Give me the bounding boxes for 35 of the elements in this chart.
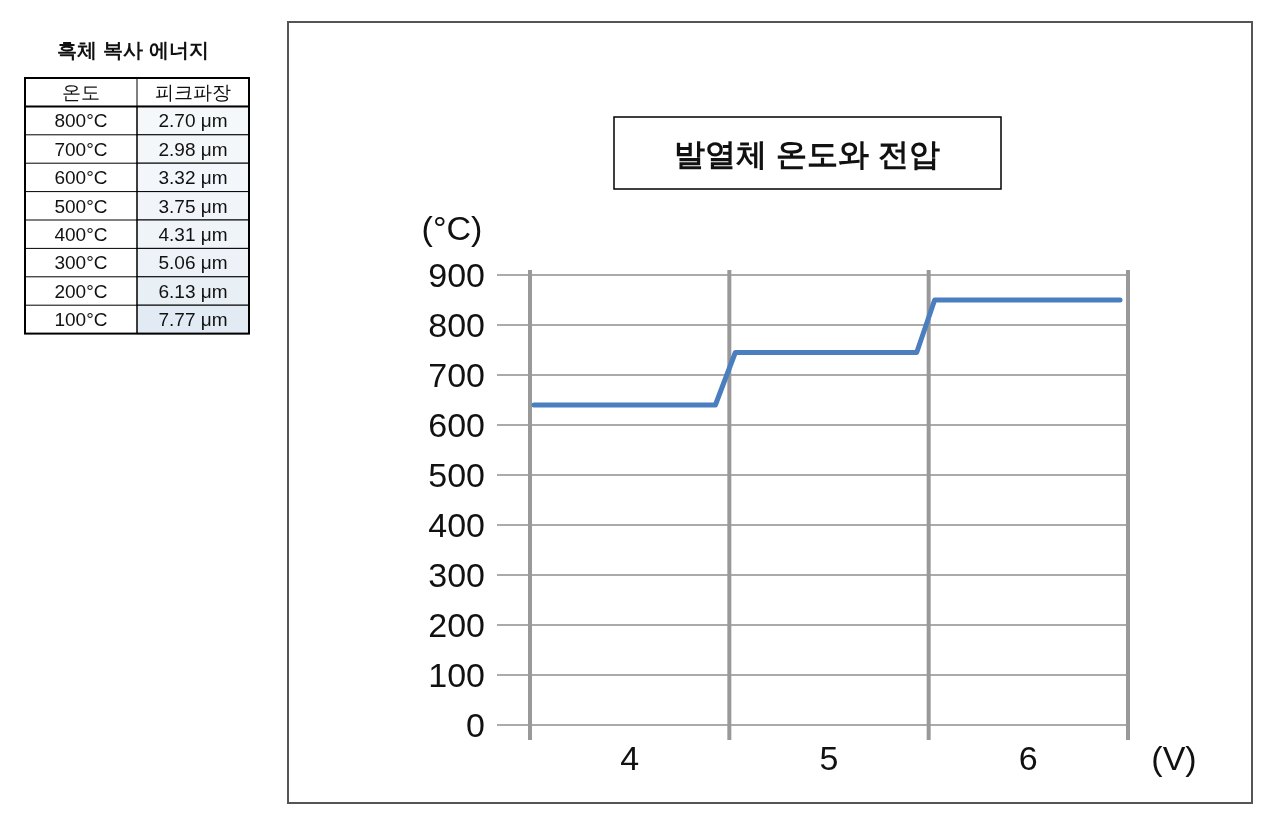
y-tick-label: 900 bbox=[428, 256, 485, 294]
data-label: 4.31 μm bbox=[158, 224, 228, 245]
chart-title: 발열체 온도와 전압 bbox=[674, 137, 940, 172]
x-tick-label: 4 bbox=[620, 739, 640, 777]
y-tick-label: 300°C bbox=[54, 252, 108, 274]
y-tick-label: 400°C bbox=[54, 224, 108, 245]
chart-title: 흑체 복사 에너지 bbox=[57, 39, 209, 61]
y-tick-label: 700 bbox=[428, 356, 485, 394]
y-tick-label: 600 bbox=[428, 406, 485, 444]
x-tick-label: 5 bbox=[819, 739, 839, 777]
y-tick-label: 800 bbox=[428, 306, 485, 344]
y-tick-label: 300 bbox=[428, 556, 485, 594]
y-tick-label: 100 bbox=[428, 656, 485, 694]
data-label: 6.13 μm bbox=[158, 280, 228, 302]
x-tick-label: 피크파장 bbox=[155, 82, 231, 103]
data-label: 2.98 μm bbox=[158, 138, 228, 160]
y-tick-label: 600°C bbox=[54, 167, 108, 189]
data-label: 3.75 μm bbox=[158, 195, 228, 217]
y-tick-label: 200 bbox=[428, 606, 485, 644]
data-label: 7.77 μm bbox=[158, 309, 228, 331]
x-axis-title: (V) bbox=[1151, 739, 1197, 777]
data-label: 2.70 μm bbox=[158, 110, 228, 132]
y-tick-label: 500 bbox=[428, 456, 485, 494]
x-tick-label: 6 bbox=[1018, 739, 1038, 777]
y-axis-title: (°C) bbox=[421, 209, 483, 247]
y-tick-label: 200°C bbox=[54, 280, 108, 302]
y-tick-label: 0 bbox=[466, 706, 485, 744]
data-label: 5.06 μm bbox=[158, 252, 228, 274]
y-axis-title: 온도 bbox=[62, 82, 100, 103]
y-tick-label: 700°C bbox=[54, 138, 108, 160]
y-tick-label: 800°C bbox=[54, 110, 108, 132]
y-tick-label: 100°C bbox=[54, 309, 108, 331]
data-label: 3.32 μm bbox=[158, 167, 228, 189]
y-tick-label: 400 bbox=[428, 506, 485, 544]
y-tick-label: 500°C bbox=[54, 195, 108, 217]
